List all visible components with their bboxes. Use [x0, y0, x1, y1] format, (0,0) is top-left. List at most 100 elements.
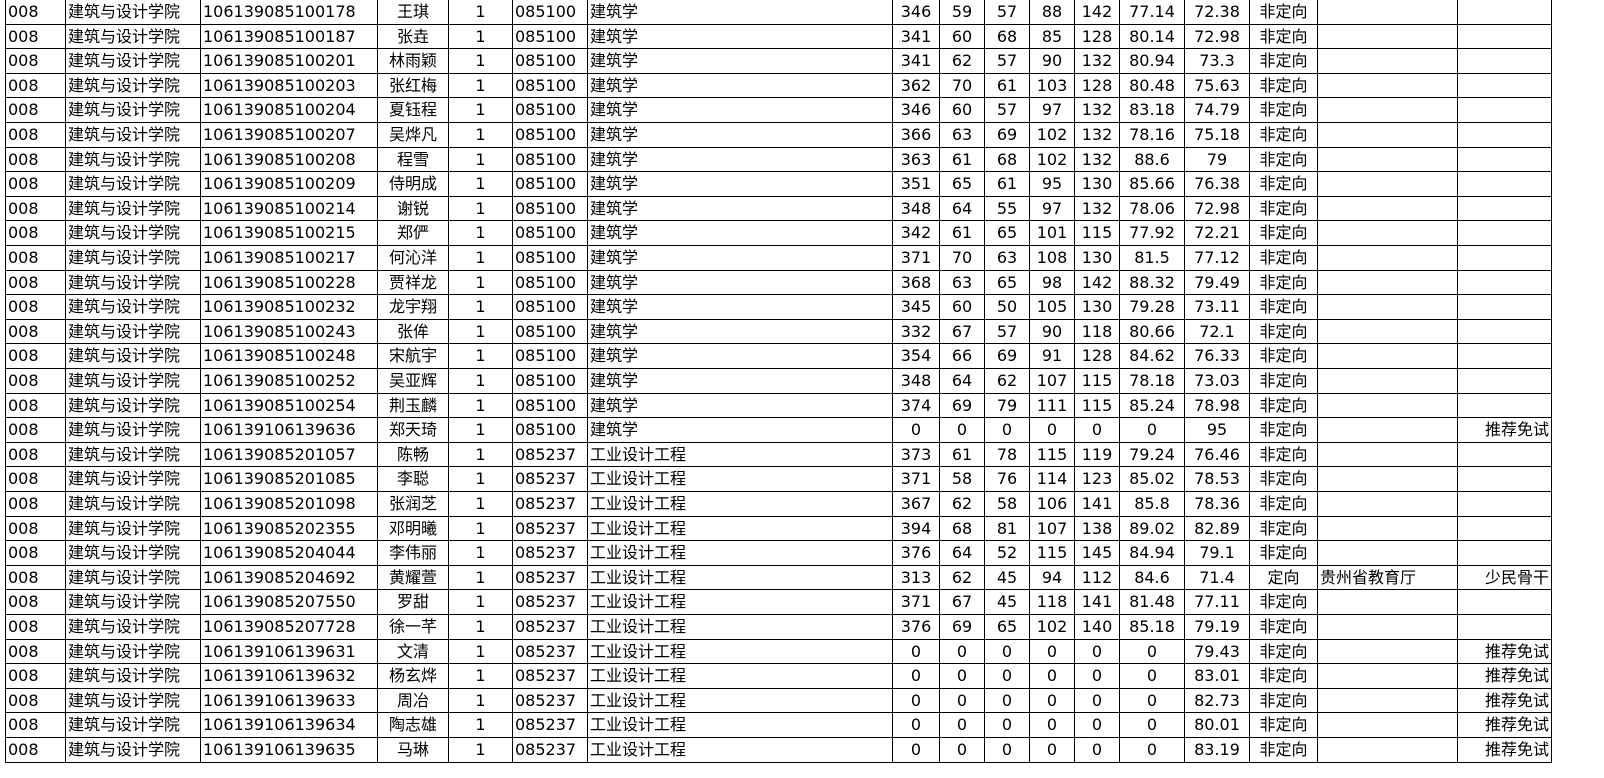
scores-cell: 332 [893, 319, 940, 345]
scores-cell: 0 [1120, 738, 1185, 763]
name-cell: 荆玉麟 [378, 393, 449, 419]
id-cell: 106139085100207 [201, 123, 378, 148]
scores-cell: 115 [1075, 393, 1120, 419]
id-cell: 106139085100209 [201, 172, 378, 197]
scores-cell: 0 [893, 418, 940, 443]
scores-cell: 0 [1030, 688, 1075, 714]
n-cell: 1 [449, 615, 513, 640]
major-cell: 建筑学 [588, 123, 893, 148]
scores-cell: 69 [985, 344, 1030, 369]
note-cell [1458, 492, 1552, 517]
scores-cell: 0 [893, 713, 940, 738]
scores-cell: 0 [893, 738, 940, 763]
dept-cell: 008 [5, 688, 66, 714]
scores-cell: 348 [893, 196, 940, 222]
scores-cell: 0 [985, 664, 1030, 689]
major-code-cell: 085100 [513, 221, 588, 246]
scores-cell: 0 [1075, 738, 1120, 763]
scores-cell: 80.94 [1120, 49, 1185, 74]
name-cell: 吴亚辉 [378, 369, 449, 394]
scores-cell: 52 [985, 541, 1030, 566]
id-cell: 106139085100204 [201, 98, 378, 123]
n-cell: 1 [449, 369, 513, 394]
scores-cell: 85.66 [1120, 172, 1185, 197]
major-code-cell: 085100 [513, 295, 588, 320]
scores-cell: 67 [940, 590, 985, 615]
unit-cell [1318, 344, 1458, 369]
major-code-cell: 085237 [513, 565, 588, 591]
scores-cell: 81.48 [1120, 590, 1185, 615]
unit-cell [1318, 541, 1458, 566]
note-cell: 推荐免试 [1458, 664, 1552, 689]
scores-cell: 59 [940, 0, 985, 25]
id-cell: 106139085100248 [201, 344, 378, 369]
major-code-cell: 085237 [513, 541, 588, 566]
scores-cell: 132 [1075, 98, 1120, 123]
scores-cell: 70 [940, 73, 985, 99]
name-cell: 张润芝 [378, 492, 449, 517]
scores-cell: 62 [940, 492, 985, 517]
scores-cell: 91 [1030, 344, 1075, 369]
note-cell [1458, 467, 1552, 492]
dept-cell: 008 [5, 442, 66, 468]
type-cell: 非定向 [1250, 418, 1318, 443]
type-cell: 非定向 [1250, 73, 1318, 99]
major-code-cell: 085237 [513, 442, 588, 468]
note-cell [1458, 541, 1552, 566]
major-cell: 建筑学 [588, 270, 893, 296]
scores-cell: 61 [985, 73, 1030, 99]
scores-cell: 0 [1075, 713, 1120, 738]
scores-cell: 88.32 [1120, 270, 1185, 296]
name-cell: 龙宇翔 [378, 295, 449, 320]
major-cell: 建筑学 [588, 246, 893, 271]
scores-cell: 119 [1075, 442, 1120, 468]
scores-cell: 69 [940, 615, 985, 640]
note-cell [1458, 123, 1552, 148]
scores-cell: 376 [893, 615, 940, 640]
id-cell: 106139085204044 [201, 541, 378, 566]
unit-cell [1318, 738, 1458, 763]
n-cell: 1 [449, 147, 513, 173]
scores-cell: 85.18 [1120, 615, 1185, 640]
scores-cell: 76.46 [1185, 442, 1250, 468]
major-cell: 建筑学 [588, 147, 893, 173]
name-cell: 何沁洋 [378, 246, 449, 271]
major-code-cell: 085100 [513, 369, 588, 394]
scores-cell: 68 [940, 516, 985, 542]
n-cell: 1 [449, 98, 513, 123]
scores-cell: 75.18 [1185, 123, 1250, 148]
scores-cell: 132 [1075, 147, 1120, 173]
scores-cell: 57 [985, 0, 1030, 25]
type-cell: 非定向 [1250, 0, 1318, 25]
dept-cell: 008 [5, 369, 66, 394]
scores-cell: 82.89 [1185, 516, 1250, 542]
scores-cell: 65 [985, 615, 1030, 640]
scores-cell: 0 [940, 738, 985, 763]
n-cell: 1 [449, 442, 513, 468]
type-cell: 非定向 [1250, 319, 1318, 345]
major-cell: 建筑学 [588, 319, 893, 345]
major-code-cell: 085100 [513, 24, 588, 50]
id-cell: 106139085100203 [201, 73, 378, 99]
scores-cell: 65 [985, 270, 1030, 296]
scores-cell: 140 [1075, 615, 1120, 640]
scores-cell: 105 [1030, 295, 1075, 320]
scores-cell: 77.14 [1120, 0, 1185, 25]
type-cell: 非定向 [1250, 467, 1318, 492]
scores-cell: 102 [1030, 615, 1075, 640]
unit-cell [1318, 442, 1458, 468]
college-cell: 建筑与设计学院 [66, 221, 201, 246]
note-cell: 少民骨干 [1458, 565, 1552, 591]
unit-cell [1318, 492, 1458, 517]
scores-cell: 123 [1075, 467, 1120, 492]
unit-cell: 贵州省教育厅 [1318, 565, 1458, 591]
scores-cell: 78.98 [1185, 393, 1250, 419]
unit-cell [1318, 98, 1458, 123]
college-cell: 建筑与设计学院 [66, 246, 201, 271]
scores-cell: 78.36 [1185, 492, 1250, 517]
scores-cell: 61 [940, 221, 985, 246]
n-cell: 1 [449, 0, 513, 25]
type-cell: 非定向 [1250, 172, 1318, 197]
type-cell: 非定向 [1250, 221, 1318, 246]
unit-cell [1318, 246, 1458, 271]
